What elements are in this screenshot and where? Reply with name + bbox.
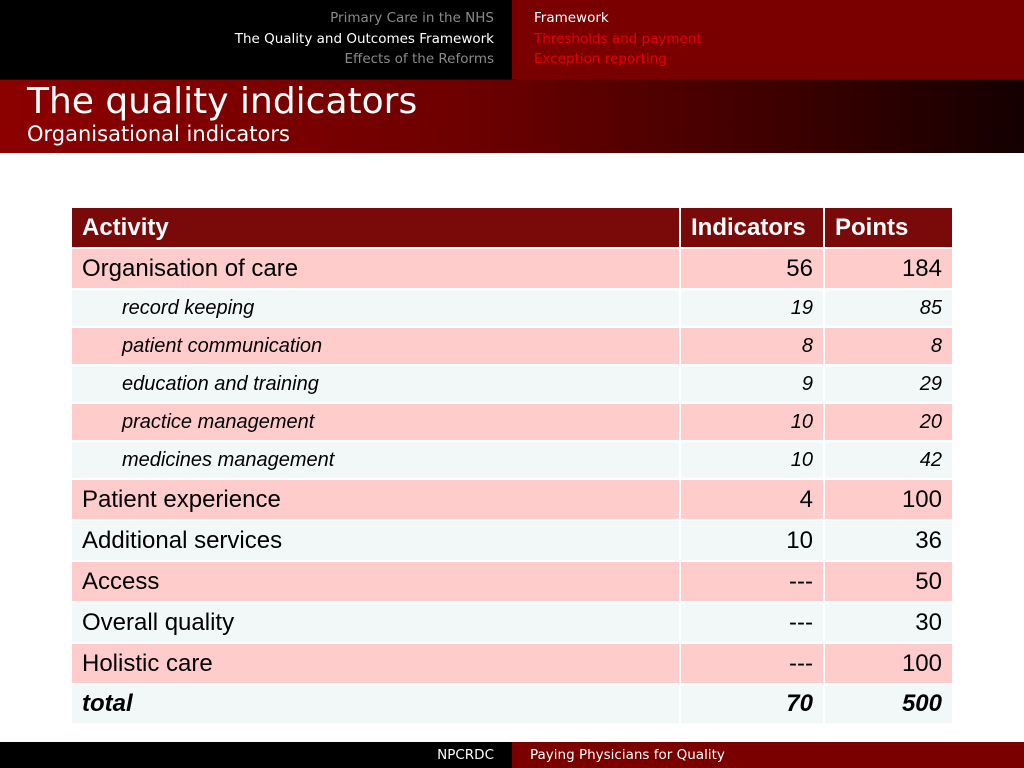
points-cell: 100: [824, 643, 952, 685]
activity-cell: Organisation of care: [72, 248, 681, 290]
points-cell: 184: [824, 248, 952, 290]
points-cell: 30: [824, 602, 952, 644]
table-row: Holistic care --- 100: [72, 643, 952, 685]
indicators-cell: ---: [680, 561, 825, 603]
points-cell: 42: [824, 441, 952, 480]
indicators-cell: 10: [680, 441, 825, 480]
nav-left-panel: Primary Care in the NHS The Quality and …: [0, 0, 512, 79]
footer-organisation: NPCRDC: [437, 747, 494, 763]
footer-presentation-title: Paying Physicians for Quality: [530, 747, 725, 763]
activity-cell: Overall quality: [72, 602, 681, 644]
indicators-cell: 8: [680, 327, 825, 366]
section-nav: Primary Care in the NHS The Quality and …: [235, 8, 494, 70]
nav-item-primary-care[interactable]: Primary Care in the NHS: [330, 10, 494, 26]
table-row: Organisation of care 56 184: [72, 248, 952, 290]
total-label-cell: total: [72, 684, 681, 725]
table-total-row: total 70 500: [72, 684, 952, 725]
nav-item-thresholds-and-payment[interactable]: Thresholds and payment: [534, 30, 702, 47]
indicators-cell: 56: [680, 248, 825, 290]
total-indicators-cell: 70: [680, 684, 825, 725]
indicators-cell: 9: [680, 365, 825, 404]
points-cell: 36: [824, 520, 952, 562]
footer-right: Paying Physicians for Quality: [512, 742, 1024, 768]
activity-cell: record keeping: [72, 289, 681, 328]
indicators-cell: ---: [680, 643, 825, 685]
nav-item-qof[interactable]: The Quality and Outcomes Framework: [234, 30, 494, 47]
indicators-table: Activity Indicators Points Organisation …: [72, 208, 952, 725]
nav-item-framework[interactable]: Framework: [534, 10, 609, 26]
column-header-activity: Activity: [72, 208, 681, 249]
nav-item-effects-of-reforms[interactable]: Effects of the Reforms: [344, 51, 494, 68]
indicators-cell: ---: [680, 602, 825, 644]
table-row: medicines management 10 42: [72, 441, 952, 480]
points-cell: 85: [824, 289, 952, 328]
nav-item-exception-reporting[interactable]: Exception reporting: [534, 51, 667, 68]
total-points-cell: 500: [824, 684, 952, 725]
points-cell: 29: [824, 365, 952, 404]
indicators-cell: 4: [680, 479, 825, 521]
indicators-cell: 10: [680, 520, 825, 562]
activity-cell: practice management: [72, 403, 681, 442]
activity-cell: Holistic care: [72, 643, 681, 685]
nav-right-panel: Framework Thresholds and payment Excepti…: [512, 0, 1024, 79]
indicators-cell: 19: [680, 289, 825, 328]
activity-cell: medicines management: [72, 441, 681, 480]
page-subtitle: Organisational indicators: [27, 122, 290, 146]
table-header-row: Activity Indicators Points: [72, 208, 952, 249]
table-row: Access --- 50: [72, 561, 952, 603]
indicators-cell: 10: [680, 403, 825, 442]
table-row: Additional services 10 36: [72, 520, 952, 562]
activity-cell: Additional services: [72, 520, 681, 562]
title-banner: The quality indicators Organisational in…: [0, 79, 1024, 153]
table-row: practice management 10 20: [72, 403, 952, 442]
table-row: Patient experience 4 100: [72, 479, 952, 521]
table-row: education and training 9 29: [72, 365, 952, 404]
points-cell: 100: [824, 479, 952, 521]
subsection-nav: Framework Thresholds and payment Excepti…: [534, 8, 702, 70]
points-cell: 8: [824, 327, 952, 366]
column-header-points: Points: [824, 208, 952, 249]
activity-cell: Access: [72, 561, 681, 603]
activity-cell: patient communication: [72, 327, 681, 366]
table-row: Overall quality --- 30: [72, 602, 952, 644]
activity-cell: education and training: [72, 365, 681, 404]
points-cell: 20: [824, 403, 952, 442]
activity-cell: Patient experience: [72, 479, 681, 521]
page-title: The quality indicators: [27, 81, 418, 122]
points-cell: 50: [824, 561, 952, 603]
table-row: record keeping 19 85: [72, 289, 952, 328]
column-header-indicators: Indicators: [680, 208, 825, 249]
footer-left: NPCRDC: [0, 742, 512, 768]
table-row: patient communication 8 8: [72, 327, 952, 366]
